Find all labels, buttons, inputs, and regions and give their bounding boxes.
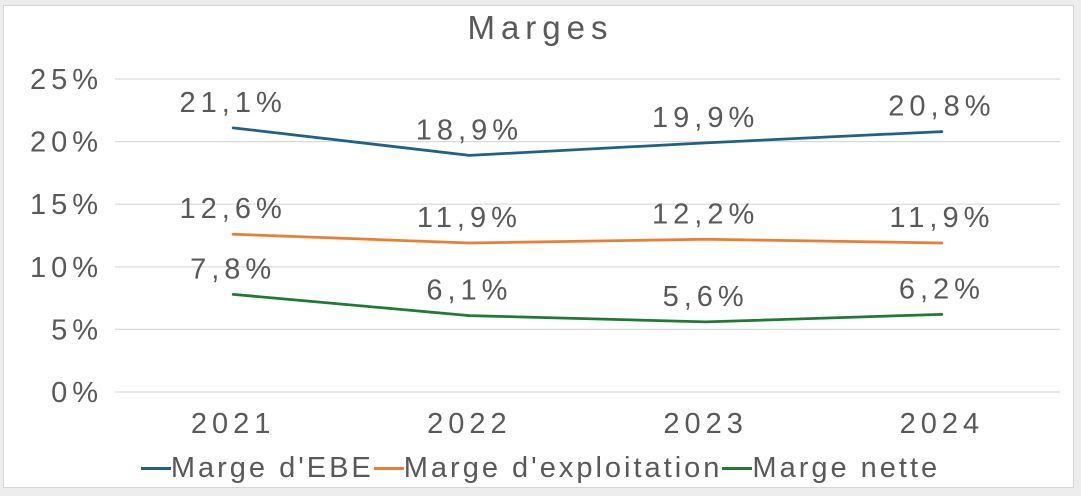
legend-label-marge-nette: Marge nette — [752, 451, 941, 484]
legend-item-marge-nette: Marge nette — [722, 452, 940, 485]
legend-line-marker-marge-nette — [722, 466, 753, 470]
legend-label-marge-d-ebe: Marge d'EBE — [170, 451, 374, 484]
series-line-marge-d-exploitation — [231, 232, 944, 245]
data-label-marge-nette-2022: 6,1% — [426, 275, 512, 307]
data-label-marge-d-ebe-2024: 20,8% — [888, 91, 995, 123]
y-axis-tick-label: 5% — [51, 314, 103, 346]
data-label-marge-d-ebe-2022: 18,9% — [416, 114, 523, 146]
chart-legend: Marge d'EBE Marge d'exploitation Marge n… — [0, 451, 1081, 485]
data-label-marge-d-exploitation-2021: 12,6% — [180, 193, 287, 225]
x-axis-tick-label: 2023 — [663, 408, 748, 440]
data-label-marge-nette-2024: 6,2% — [899, 273, 985, 305]
legend-item-marge-d-ebe: Marge d'EBE — [140, 451, 374, 485]
data-label-marge-d-exploitation-2023: 12,2% — [652, 198, 759, 230]
data-label-marge-nette-2021: 7,8% — [190, 253, 276, 285]
data-label-marge-nette-2023: 5,6% — [663, 281, 749, 313]
data-label-marge-d-ebe-2021: 21,1% — [180, 87, 287, 119]
legend-item-marge-d-exploitation: Marge d'exploitation — [373, 451, 723, 485]
chart-frame — [3, 5, 1074, 488]
series-line-marge-nette — [231, 292, 944, 324]
x-axis-tick-label: 2024 — [900, 408, 985, 440]
legend-line-marker-marge-d-ebe — [140, 466, 171, 470]
legend-label-marge-d-exploitation: Marge d'exploitation — [403, 451, 723, 484]
x-axis-tick-label: 2021 — [191, 408, 276, 440]
chart-title: Marges — [467, 9, 614, 46]
y-axis-tick-label: 20% — [30, 127, 103, 159]
y-axis-tick-label: 15% — [30, 189, 103, 221]
data-label-marge-d-ebe-2023: 19,9% — [652, 102, 759, 134]
x-axis-tick-label: 2022 — [427, 408, 512, 440]
data-label-marge-d-exploitation-2024: 11,9% — [889, 202, 994, 234]
y-axis-tick-label: 10% — [30, 252, 103, 284]
y-axis-tick-label: 25% — [30, 64, 103, 96]
legend-line-marker-marge-d-exploitation — [373, 466, 404, 470]
y-axis-tick-label: 0% — [51, 377, 103, 409]
series-line-marge-d-ebe — [231, 126, 944, 157]
data-label-marge-d-exploitation-2022: 11,9% — [417, 202, 522, 234]
